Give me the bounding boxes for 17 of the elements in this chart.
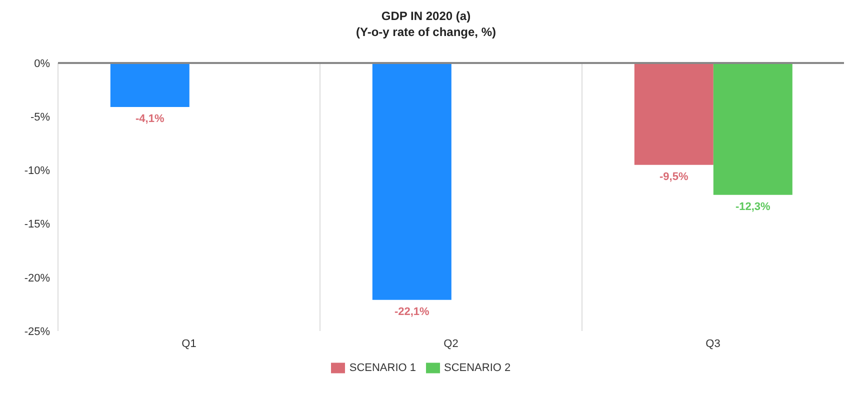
legend-label: SCENARIO 1 [349, 362, 416, 374]
y-tick-label: -5% [30, 112, 50, 124]
data-label: -22,1% [394, 306, 430, 318]
x-tick-label: Q1 [182, 338, 196, 350]
chart-title: GDP IN 2020 (a) [380, 8, 472, 24]
x-tick-label: Q2 [444, 338, 458, 350]
x-tick-label: Q3 [706, 338, 720, 350]
y-tick-label: -20% [24, 272, 50, 284]
data-label: -4,1% [136, 112, 164, 125]
chart-subtitle: (Y-o-y rate of change, %) [354, 24, 498, 40]
y-tick-label: -25% [24, 326, 50, 338]
data-label: -9,5% [660, 170, 688, 183]
y-tick-label: 0% [34, 58, 50, 70]
y-tick-label: -10% [24, 165, 50, 178]
legend-label: SCENARIO 2 [444, 362, 511, 374]
data-label: -12,3% [735, 200, 771, 213]
y-tick-label: -15% [24, 218, 50, 231]
